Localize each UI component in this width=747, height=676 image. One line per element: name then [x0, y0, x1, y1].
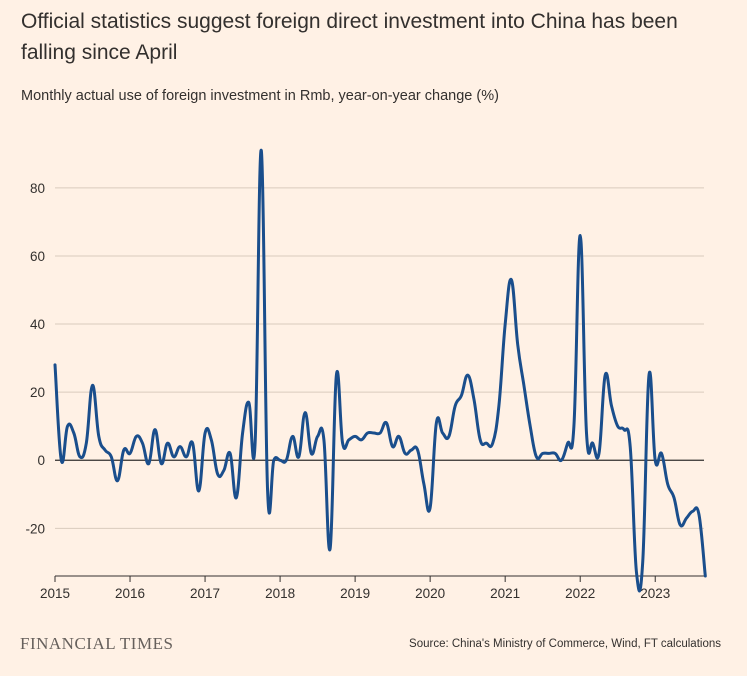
x-tick-label: 2018 [265, 586, 295, 601]
x-tick-label: 2017 [190, 586, 220, 601]
y-tick-label: -20 [25, 521, 45, 536]
source-note: Source: China's Ministry of Commerce, Wi… [409, 638, 721, 650]
chart-subtitle: Monthly actual use of foreign investment… [21, 88, 499, 104]
chart-title: Official statistics suggest foreign dire… [21, 10, 678, 64]
ft-logo: FINANCIAL TIMES [20, 634, 174, 653]
x-axis: 2015 2016 2017 2018 2019 2020 2021 2022 2023 [40, 575, 704, 601]
x-tick-label: 2022 [565, 586, 595, 601]
x-tick-label: 2020 [415, 586, 445, 601]
x-tick-label: 2016 [115, 586, 145, 601]
y-tick-label: 0 [37, 453, 45, 468]
gridlines [55, 187, 704, 529]
x-tick-label: 2023 [640, 586, 670, 601]
y-tick-label: 40 [30, 317, 45, 332]
y-tick-label: 80 [30, 181, 45, 196]
y-tick-label: 60 [30, 249, 45, 264]
x-tick-label: 2019 [340, 586, 370, 601]
series-layer [53, 148, 707, 593]
series-line [53, 148, 707, 593]
y-tick-label: 20 [30, 385, 45, 400]
x-tick-label: 2015 [40, 586, 70, 601]
x-tick-label: 2021 [490, 586, 520, 601]
y-axis-tick-labels: -20 0 20 40 60 80 [25, 181, 45, 536]
